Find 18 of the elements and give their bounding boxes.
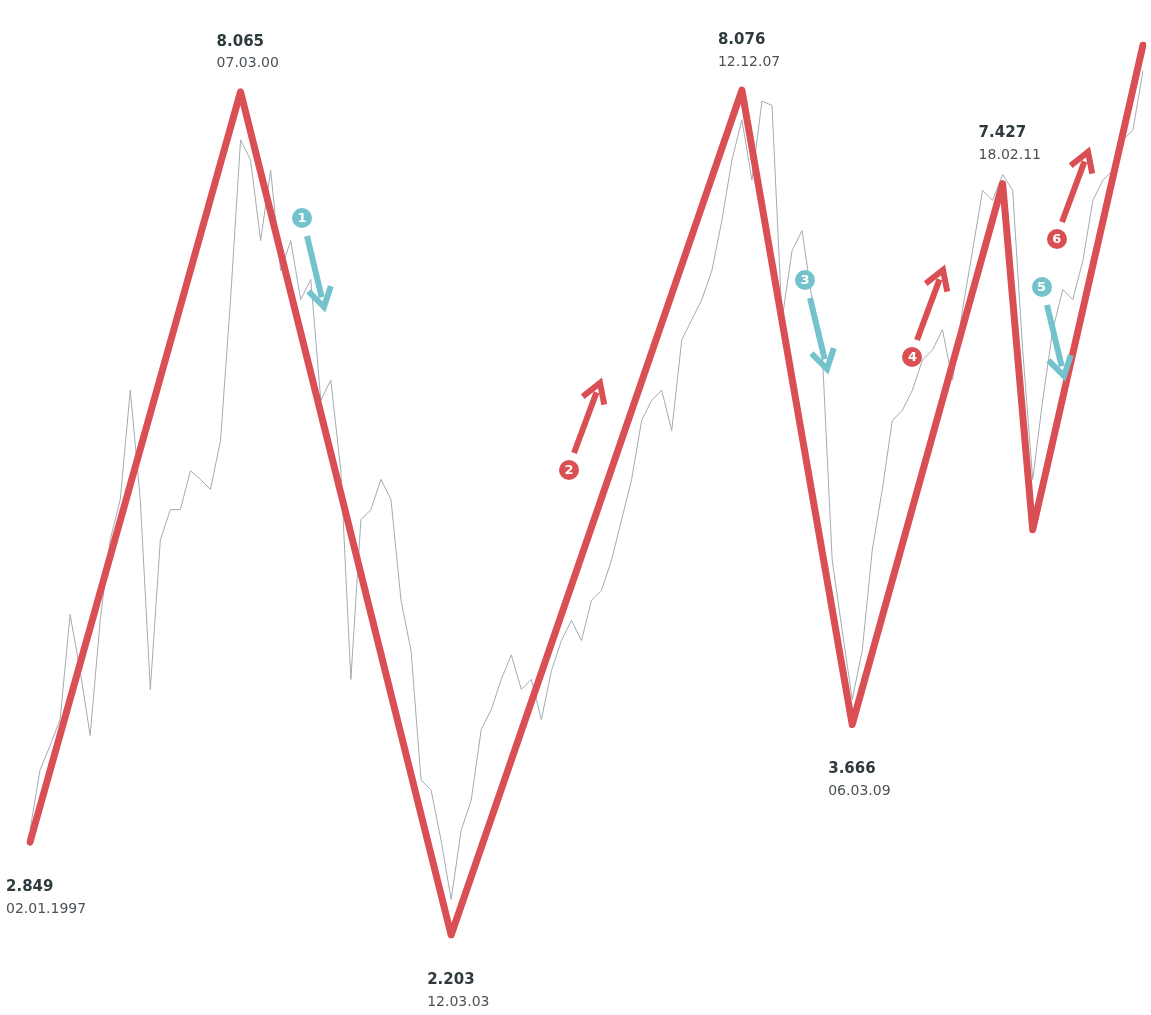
data-label: 8.076 — [717, 30, 766, 49]
annotation: 6 — [1046, 228, 1067, 249]
data-label: 2.203 — [427, 969, 475, 988]
annotation: 5 — [1031, 277, 1052, 298]
annotation: 1 — [292, 208, 313, 229]
data-label: 8.065 — [216, 31, 265, 50]
annotation: 07.03.00 — [216, 54, 279, 71]
annotation: 3 — [795, 270, 815, 291]
annotation: 18.02.11 — [978, 146, 1041, 163]
data-label: 2.849 — [6, 876, 54, 895]
annotation: 2 — [559, 460, 580, 481]
annotation: 02.01.1997 — [6, 899, 87, 916]
data-label: 7.427 — [978, 123, 1027, 142]
text: 12.03.03 — [427, 992, 490, 1009]
data-label: 3.666 — [828, 759, 876, 778]
annotation: 4 — [902, 346, 923, 367]
annotation: 12.12.07 — [717, 52, 781, 69]
annotation: 06.03.09 — [828, 782, 891, 799]
